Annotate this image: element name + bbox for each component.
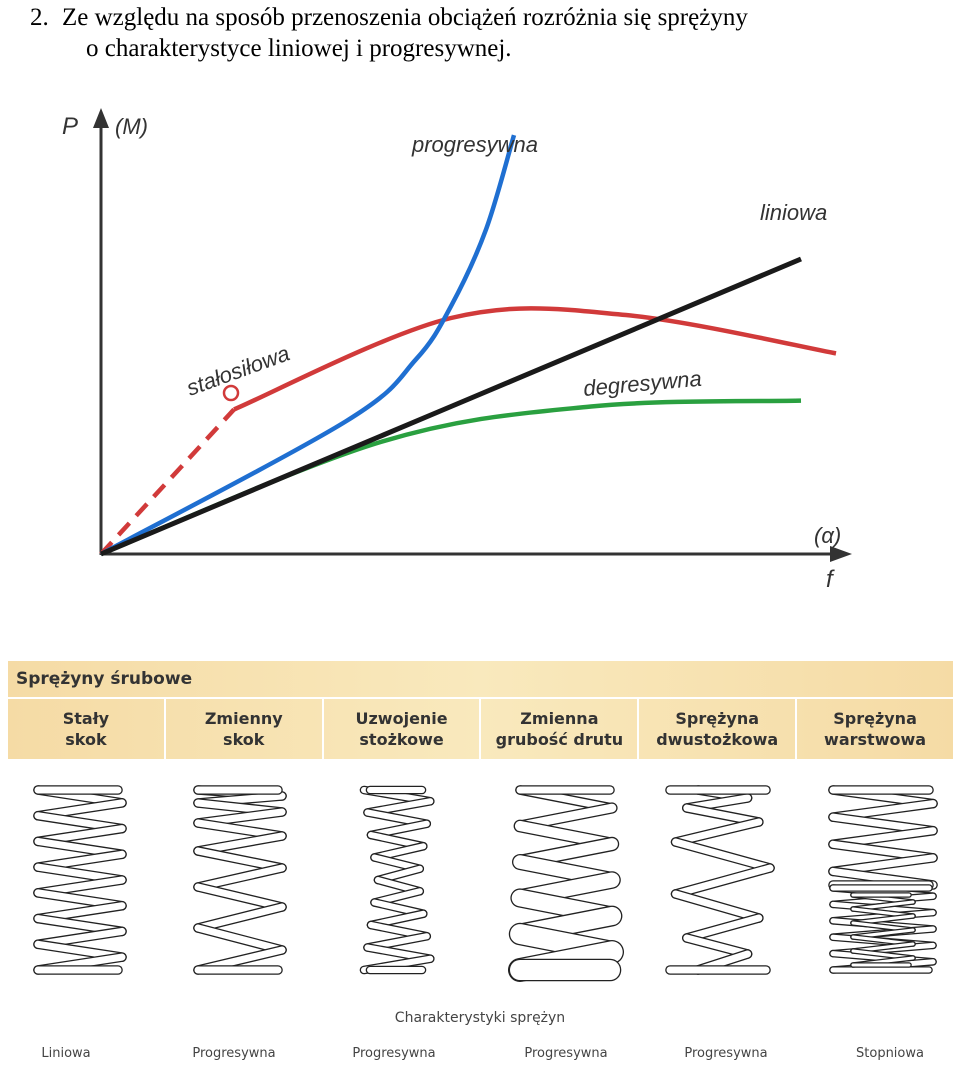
spring-coil-fill	[672, 890, 763, 922]
characteristic-labels: Liniowa Progresywna Progresywna Progresy…	[0, 1046, 960, 1066]
spring-coil-fill	[672, 838, 774, 872]
spring-coil-fill	[683, 804, 763, 826]
label-progresywna: progresywna	[411, 132, 538, 157]
column-header: Sprężyna warstwowa	[795, 699, 953, 759]
x-axis-label: f	[826, 566, 835, 593]
band-divider	[8, 697, 953, 699]
series-liniowa-line	[100, 256, 802, 557]
spring-coil-fill	[194, 883, 286, 911]
helical-springs-header-band: Sprężyny śrubowe Stały skok Zmienny skok…	[8, 661, 953, 759]
spring-coil-fill	[194, 847, 286, 872]
heading-number: 2.	[30, 4, 49, 31]
spring-coil-fill	[194, 924, 286, 954]
band-title: Sprężyny śrubowe	[16, 669, 193, 689]
y-axis-label-alt: (M)	[115, 114, 148, 139]
characteristic-label: Progresywna	[524, 1046, 608, 1061]
spring-type-columns: Stały skok Zmienny skok Uzwojenie stożko…	[8, 699, 953, 759]
x-axis-arrow-icon	[830, 546, 852, 562]
label-degresywna: degresywna	[582, 366, 702, 401]
series-progresywna-line	[99, 134, 517, 556]
column-header: Stały skok	[62, 709, 110, 749]
task-heading: 2. Ze względu na sposób przenoszenia obci…	[30, 2, 950, 64]
series-degresywna-line	[100, 398, 802, 557]
characteristic-label: Liniowa	[41, 1046, 91, 1061]
characteristics-caption: Charakterystyki sprężyn	[394, 1010, 566, 1026]
spring-coil-fill	[672, 818, 763, 846]
series-stalosilowa-line	[233, 306, 837, 412]
spring-coil-fill	[194, 903, 286, 932]
column-header: Zmienny skok	[163, 699, 322, 759]
characteristic-label: Progresywna	[192, 1046, 276, 1061]
x-axis-label-alt: (α)	[814, 523, 841, 548]
spring-coil-fill	[194, 832, 286, 855]
column-header: Uzwojenie stożkowe	[321, 699, 480, 759]
stalosilowa-marker	[222, 384, 240, 402]
series-stalosilowa-dashed	[99, 407, 236, 556]
column-header: Zmienna grubość drutu	[479, 699, 637, 759]
label-liniowa: liniowa	[760, 200, 827, 225]
spring-coil-fill	[672, 864, 774, 898]
spring-coil-fill	[194, 864, 286, 891]
spring-coil-fill	[683, 934, 752, 958]
spring-illustrations	[33, 785, 938, 982]
characteristic-label: Stopniowa	[856, 1046, 924, 1061]
column-header: Sprężyna dwustożkowa	[637, 699, 795, 759]
heading-line-1: Ze względu na sposób przenoszenia obciąż…	[62, 4, 748, 31]
characteristic-label: Progresywna	[684, 1046, 768, 1061]
heading-line-2: o charakterystyce liniowej i progresywne…	[86, 35, 512, 62]
spring-characteristic-chart: P (M) f (α) progresywna liniowa stałosił…	[62, 108, 852, 593]
y-axis-label: P	[62, 113, 78, 140]
spring-coil-fill	[683, 914, 763, 942]
characteristic-label: Progresywna	[352, 1046, 436, 1061]
y-axis-arrow-icon	[93, 108, 109, 128]
